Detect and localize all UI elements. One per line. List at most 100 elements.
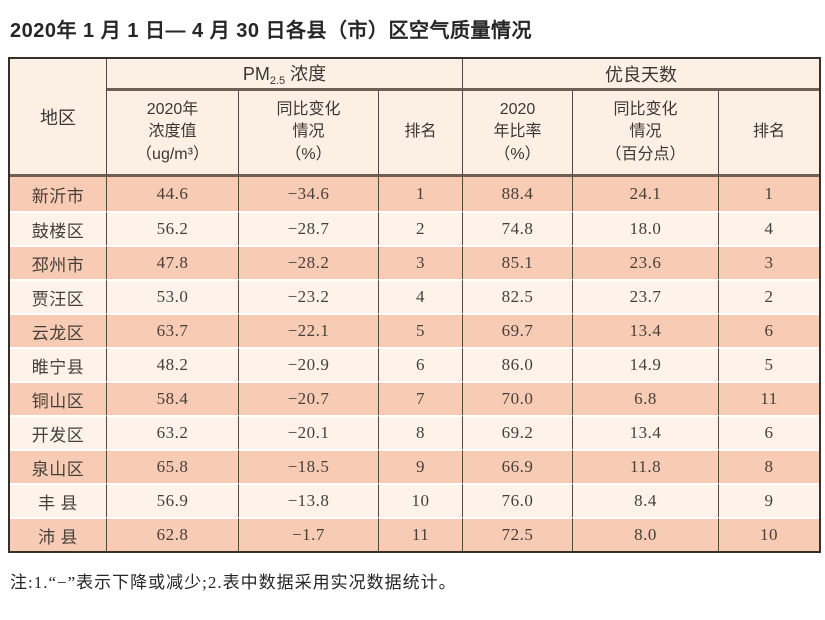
pm25-rank-cell: 2 — [379, 211, 464, 245]
header-pm25-value: 2020年 浓度值 （ug/m³） — [107, 91, 239, 177]
days-rank-cell: 6 — [719, 415, 820, 449]
table-row: 贾汪区 53.0 −23.2 4 82.5 23.7 2 — [10, 279, 820, 313]
days-ratio-cell: 69.7 — [463, 313, 574, 347]
pm25-value-cell: 63.7 — [107, 313, 239, 347]
header-days-rank: 排名 — [719, 91, 820, 177]
pm25-value-cell: 65.8 — [107, 449, 239, 483]
air-quality-table: 地区 PM2.5 浓度 优良天数 2020年 浓度值 （ug/m³） 同比变化 … — [8, 57, 822, 553]
days-change-cell: 23.7 — [573, 279, 720, 313]
pm25-rank-cell: 7 — [379, 381, 464, 415]
region-cell: 新沂市 — [10, 177, 107, 211]
days-rank-cell: 5 — [719, 347, 820, 381]
pm25-change-cell: −13.8 — [239, 483, 379, 517]
region-cell: 云龙区 — [10, 313, 107, 347]
pm25-value-cell: 44.6 — [107, 177, 239, 211]
pm25-rank-cell: 9 — [379, 449, 464, 483]
pm25-change-cell: −22.1 — [239, 313, 379, 347]
days-rank-cell: 6 — [719, 313, 820, 347]
header-days-ratio: 2020 年比率 （%） — [463, 91, 574, 177]
table-row: 新沂市 44.6 −34.6 1 88.4 24.1 1 — [10, 177, 820, 211]
table-row: 鼓楼区 56.2 −28.7 2 74.8 18.0 4 — [10, 211, 820, 245]
table-row: 沛 县 62.8 −1.7 11 72.5 8.0 10 — [10, 517, 820, 551]
table-header: 地区 PM2.5 浓度 优良天数 2020年 浓度值 （ug/m³） 同比变化 … — [10, 59, 820, 177]
pm25-change-cell: −28.2 — [239, 245, 379, 279]
region-cell: 铜山区 — [10, 381, 107, 415]
pm25-value-cell: 47.8 — [107, 245, 239, 279]
pm25-rank-cell: 11 — [379, 517, 464, 551]
pm25-change-cell: −28.7 — [239, 211, 379, 245]
days-ratio-cell: 70.0 — [463, 381, 574, 415]
pm25-change-cell: −20.9 — [239, 347, 379, 381]
pm25-value-cell: 56.2 — [107, 211, 239, 245]
header-group-row: 地区 PM2.5 浓度 优良天数 — [10, 59, 820, 177]
header-pm25-rank: 排名 — [379, 91, 464, 177]
header-pm25-change: 同比变化 情况 （%） — [239, 91, 379, 177]
region-cell: 泉山区 — [10, 449, 107, 483]
days-change-cell: 18.0 — [573, 211, 720, 245]
pm25-value-cell: 53.0 — [107, 279, 239, 313]
days-change-cell: 13.4 — [573, 313, 720, 347]
pm25-change-cell: −20.7 — [239, 381, 379, 415]
days-rank-cell: 3 — [719, 245, 820, 279]
days-ratio-cell: 82.5 — [463, 279, 574, 313]
days-ratio-cell: 66.9 — [463, 449, 574, 483]
pm25-rank-cell: 10 — [379, 483, 464, 517]
region-cell: 沛 县 — [10, 517, 107, 551]
table-row: 云龙区 63.7 −22.1 5 69.7 13.4 6 — [10, 313, 820, 347]
pm25-rank-cell: 4 — [379, 279, 464, 313]
pm25-rank-cell: 5 — [379, 313, 464, 347]
footnote: 注:1.“−”表示下降或减少;2.表中数据采用实况数据统计。 — [10, 573, 457, 592]
pm25-change-cell: −20.1 — [239, 415, 379, 449]
table-body: 新沂市 44.6 −34.6 1 88.4 24.1 1 鼓楼区 56.2 −2… — [10, 177, 820, 551]
article-page: 2020年 1 月 1 日— 4 月 30 日各县（市）区空气质量情况 地区 P… — [8, 20, 822, 592]
pm25-change-cell: −23.2 — [239, 279, 379, 313]
days-change-cell: 11.8 — [573, 449, 720, 483]
table-row: 邳州市 47.8 −28.2 3 85.1 23.6 3 — [10, 245, 820, 279]
pm25-label-subscript: 2.5 — [269, 75, 286, 87]
pm25-label-suffix: 浓度 — [285, 64, 327, 84]
pm25-change-cell: −18.5 — [239, 449, 379, 483]
days-change-cell: 14.9 — [573, 347, 720, 381]
pm25-rank-cell: 6 — [379, 347, 464, 381]
table-row: 睢宁县 48.2 −20.9 6 86.0 14.9 5 — [10, 347, 820, 381]
region-cell: 邳州市 — [10, 245, 107, 279]
pm25-value-cell: 62.8 — [107, 517, 239, 551]
header-group-pm25: PM2.5 浓度 — [107, 59, 464, 91]
days-change-cell: 6.8 — [573, 381, 720, 415]
header-sub-row: 2020年 浓度值 （ug/m³） 同比变化 情况 （%） 排名 2020 年比… — [10, 91, 820, 177]
days-ratio-cell: 69.2 — [463, 415, 574, 449]
pm25-rank-cell: 3 — [379, 245, 464, 279]
region-cell: 丰 县 — [10, 483, 107, 517]
pm25-value-cell: 56.9 — [107, 483, 239, 517]
pm25-value-cell: 48.2 — [107, 347, 239, 381]
pm25-label-prefix: PM — [242, 64, 270, 84]
header-region: 地区 — [10, 59, 107, 177]
days-change-cell: 24.1 — [573, 177, 720, 211]
days-rank-cell: 1 — [719, 177, 820, 211]
days-change-cell: 13.4 — [573, 415, 720, 449]
days-rank-cell: 10 — [719, 517, 820, 551]
table-row: 泉山区 65.8 −18.5 9 66.9 11.8 8 — [10, 449, 820, 483]
pm25-value-cell: 63.2 — [107, 415, 239, 449]
days-ratio-cell: 72.5 — [463, 517, 574, 551]
region-cell: 贾汪区 — [10, 279, 107, 313]
pm25-rank-cell: 1 — [379, 177, 464, 211]
region-cell: 睢宁县 — [10, 347, 107, 381]
days-ratio-cell: 85.1 — [463, 245, 574, 279]
pm25-rank-cell: 8 — [379, 415, 464, 449]
pm25-value-cell: 58.4 — [107, 381, 239, 415]
days-rank-cell: 2 — [719, 279, 820, 313]
days-rank-cell: 8 — [719, 449, 820, 483]
header-days-change: 同比变化 情况 （百分点） — [573, 91, 720, 177]
table-row: 丰 县 56.9 −13.8 10 76.0 8.4 9 — [10, 483, 820, 517]
days-ratio-cell: 86.0 — [463, 347, 574, 381]
days-ratio-cell: 88.4 — [463, 177, 574, 211]
days-rank-cell: 11 — [719, 381, 820, 415]
region-cell: 开发区 — [10, 415, 107, 449]
pm25-change-cell: −1.7 — [239, 517, 379, 551]
days-change-cell: 8.4 — [573, 483, 720, 517]
table-row: 开发区 63.2 −20.1 8 69.2 13.4 6 — [10, 415, 820, 449]
pm25-change-cell: −34.6 — [239, 177, 379, 211]
days-ratio-cell: 74.8 — [463, 211, 574, 245]
header-group-good-days: 优良天数 — [463, 59, 820, 91]
